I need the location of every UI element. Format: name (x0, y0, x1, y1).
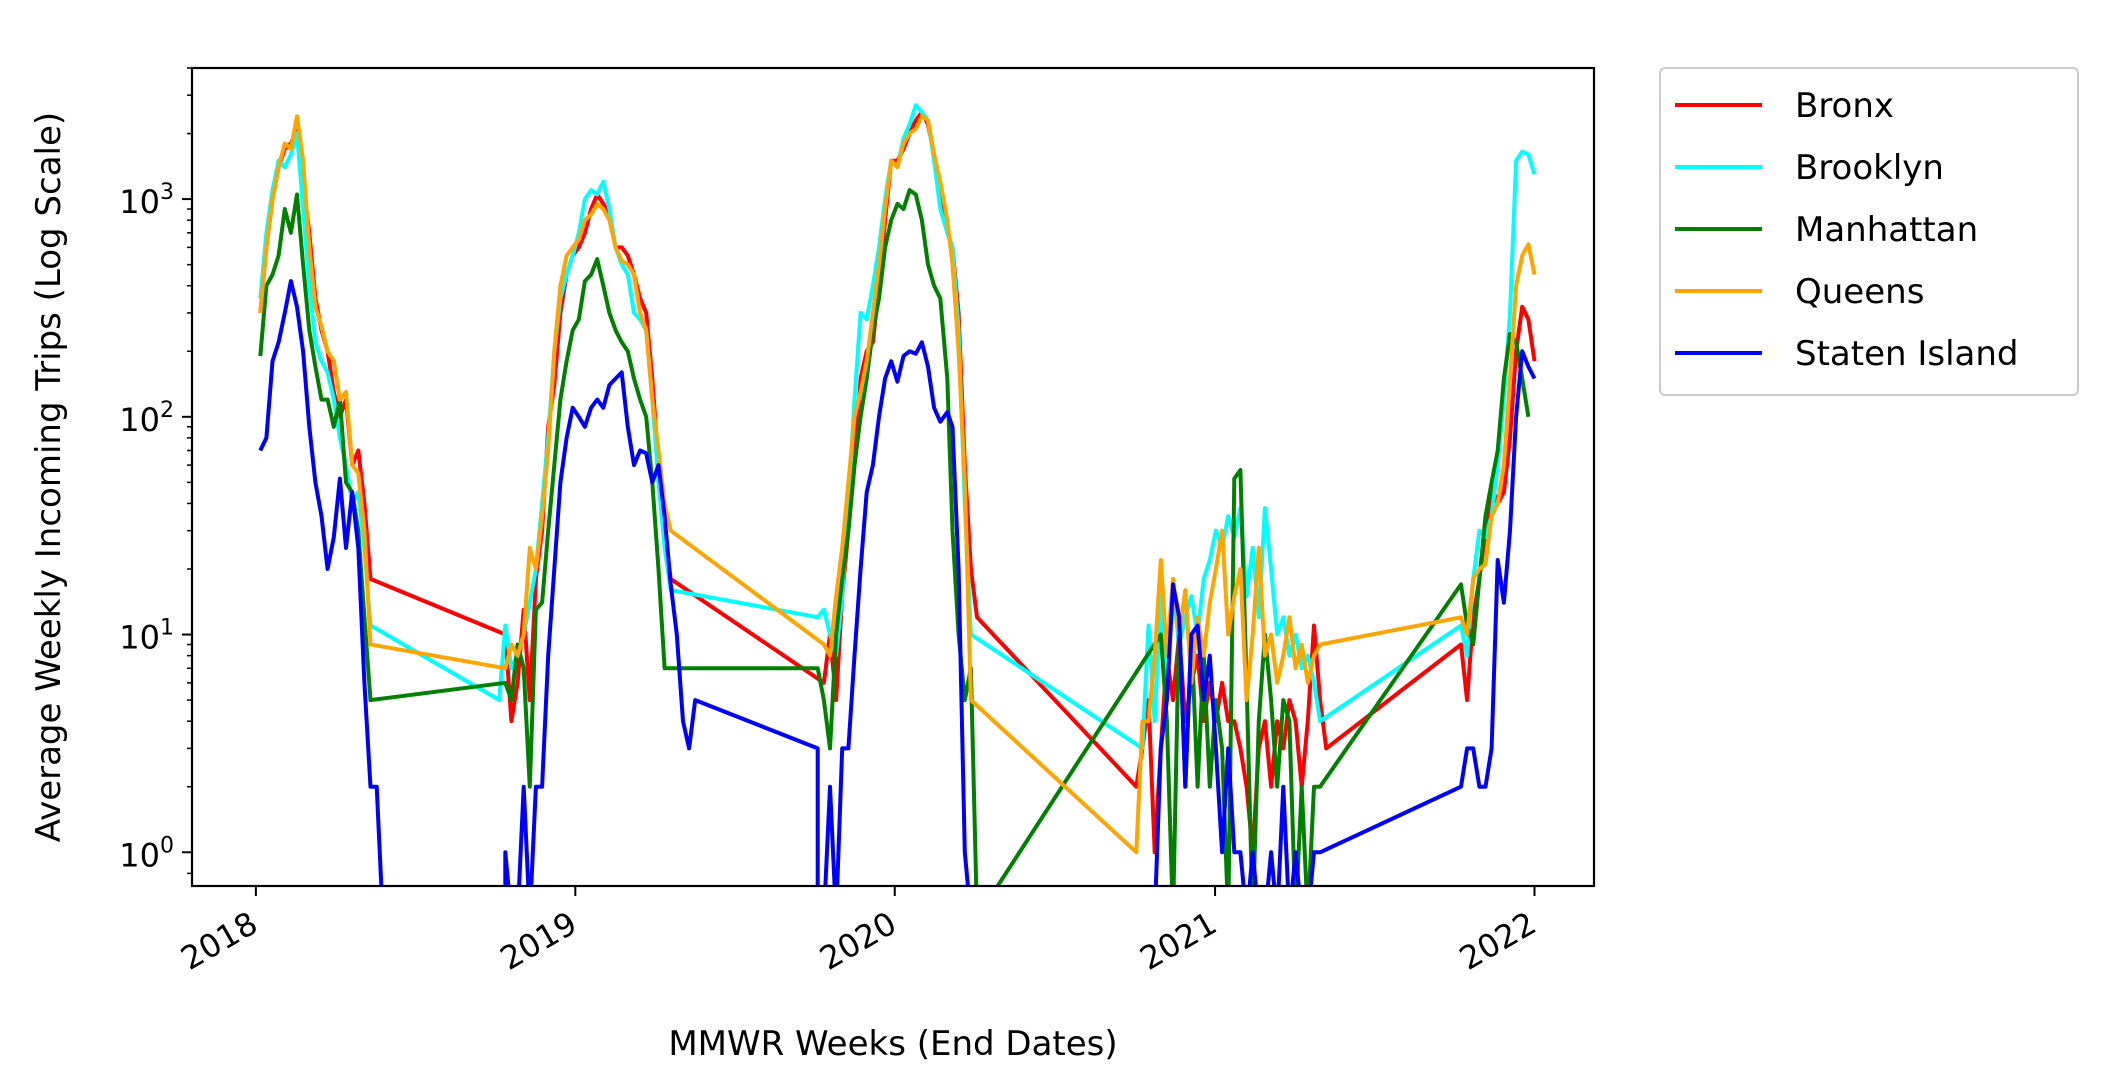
series-layer (258, 103, 1537, 886)
y-tick-exponent: 2 (160, 398, 174, 423)
y-tick-base: 10 (119, 401, 160, 439)
y-tick-exponent: 1 (160, 616, 174, 641)
y-tick-exponent: 0 (160, 833, 174, 858)
legend-label-manhattan: Manhattan (1795, 210, 1978, 250)
series-line-bronx (258, 110, 1537, 855)
legend-label-staten-island: Staten Island (1795, 334, 2019, 374)
legend-label-bronx: Bronx (1795, 86, 1894, 126)
y-tick-base: 10 (119, 619, 160, 657)
legend-frame (1659, 67, 2079, 396)
legend-label-queens: Queens (1795, 272, 1924, 312)
y-tick-label: 100 (119, 833, 174, 874)
series-line-staten-island (258, 279, 1537, 886)
legend-label-brooklyn: Brooklyn (1795, 148, 1944, 188)
series-line-queens (258, 114, 1537, 855)
y-tick-base: 10 (119, 183, 160, 221)
y-tick-base: 10 (119, 836, 160, 874)
plot-frame (190, 66, 1596, 888)
x-axis-label: MMWR Weeks (End Dates) (668, 1024, 1117, 1064)
y-axis-label: Average Weekly Incoming Trips (Log Scale… (29, 112, 69, 842)
y-tick-label: 103 (119, 180, 174, 221)
y-tick-exponent: 3 (160, 180, 174, 205)
legend: Bronx Brooklyn Manhattan Queens Staten Islan… (1659, 67, 2079, 396)
y-tick-label: 102 (119, 398, 174, 439)
series-line-manhattan (258, 188, 1531, 886)
y-tick-label: 101 (119, 616, 174, 657)
